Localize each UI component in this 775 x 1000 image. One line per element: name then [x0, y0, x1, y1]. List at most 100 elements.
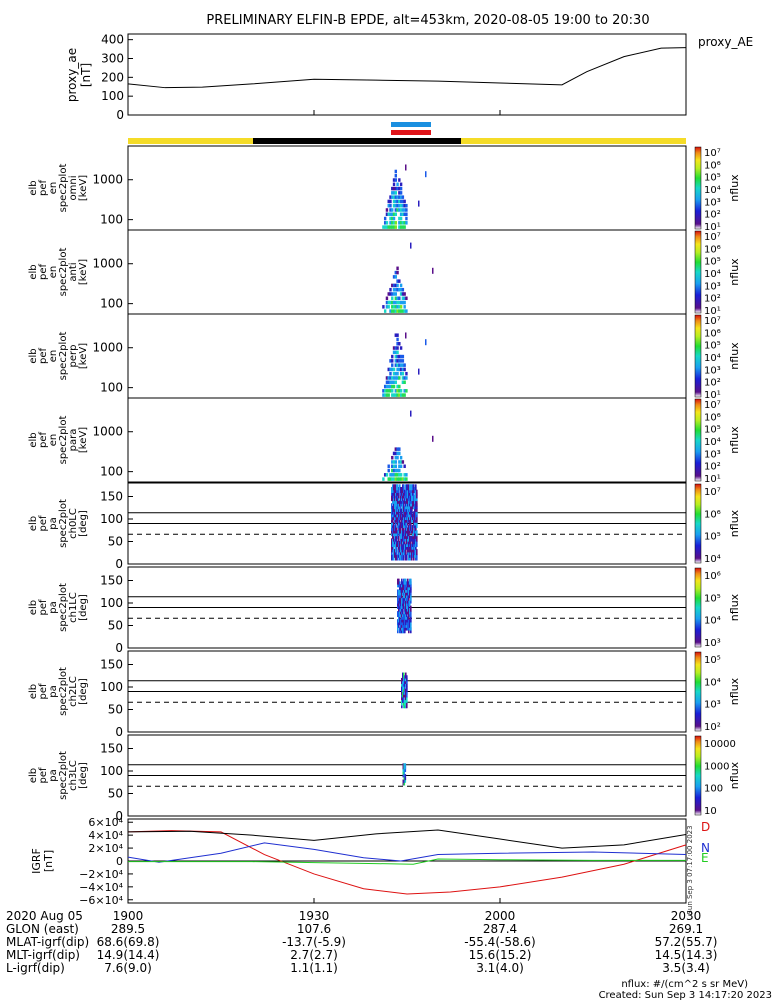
pa-pixel — [415, 503, 417, 510]
footer-row-label: GLON (east) — [6, 922, 79, 936]
ae-ylabel: proxy_ae — [65, 48, 79, 102]
pa-colorbar — [694, 483, 702, 564]
igrf-ytick-label: 4×10⁴ — [88, 829, 123, 842]
spec-ytick-label: 100 — [100, 465, 123, 479]
pa-pixel — [391, 554, 393, 561]
pa-pixel — [405, 605, 407, 612]
spec-pixel — [387, 380, 390, 385]
spec-ylabel: pef — [38, 348, 49, 365]
pa-pixel — [402, 696, 404, 703]
pa-pixel — [408, 484, 410, 491]
pa-pixel — [398, 589, 400, 596]
pa-pixel — [398, 487, 400, 493]
pa-pixel — [403, 500, 405, 507]
spec-pixel — [391, 477, 394, 481]
pa-pixel — [405, 694, 407, 701]
spec-pixel — [396, 354, 399, 359]
pa-colorbar — [694, 567, 702, 648]
spec-pixel — [396, 384, 399, 389]
pa-pixel — [413, 530, 415, 537]
spec-pixel — [401, 287, 405, 292]
spec-pixel — [385, 212, 389, 217]
footer-value: 15.6(15.2) — [469, 948, 532, 962]
spec-pixel — [396, 182, 399, 187]
pa-pixel — [391, 487, 393, 493]
pa-pixel — [406, 503, 408, 510]
spec-ylabel: elb — [28, 180, 39, 195]
spec-pixel — [394, 455, 397, 460]
pa-pixel — [399, 581, 401, 588]
spec-pixel — [391, 468, 394, 473]
spec-pixel — [405, 208, 408, 212]
spec-pixel — [399, 309, 403, 313]
pa-pixel — [409, 619, 411, 626]
spec-pixel — [394, 287, 397, 292]
pa-ylabel: pef — [38, 599, 49, 616]
spec-pixel — [403, 393, 406, 397]
pa-pixel — [399, 505, 401, 512]
spec-pixel — [389, 212, 392, 217]
pa-ytick-label: 50 — [108, 787, 123, 801]
pa-pixel — [416, 530, 418, 537]
pa-pixel — [395, 527, 397, 534]
spec-pixel — [391, 195, 394, 199]
spec-cbar-tick-label: 10² — [704, 210, 721, 221]
spec-pixel — [396, 270, 399, 275]
pa-pixel — [410, 535, 412, 542]
spec-pixel — [401, 300, 405, 305]
spec-cbar-label: nflux — [728, 258, 741, 286]
spec-pixel — [401, 367, 405, 372]
spec-pixel — [392, 346, 396, 350]
pa-pixel — [405, 500, 407, 507]
pa-pixel — [414, 511, 416, 518]
spec-pixel — [399, 212, 403, 217]
pa-pixel — [393, 484, 395, 491]
spec-colorbar — [694, 314, 702, 398]
igrf-legend-N: N — [701, 841, 710, 855]
footer-value: 14.9(14.4) — [97, 948, 160, 962]
pa-pixel — [400, 527, 402, 534]
spec-pixel — [398, 225, 401, 229]
spec-pixel — [398, 473, 401, 477]
spec-pixel — [405, 376, 408, 380]
spec-pixel — [405, 212, 408, 217]
pa-pixel — [396, 527, 398, 534]
pa-pixel — [394, 484, 396, 491]
spec-pixel — [398, 296, 401, 301]
pa-pixel — [403, 602, 405, 609]
spec-pixel — [392, 283, 396, 288]
spec-pixel — [399, 195, 403, 199]
igrf-ytick-label: 6×10⁴ — [88, 816, 123, 829]
pa-pixel — [402, 597, 404, 604]
spec-pixel — [398, 221, 401, 225]
pa-ylabel: elb — [28, 516, 39, 531]
spec-pixel — [394, 464, 397, 469]
pa-pixel — [411, 535, 413, 542]
pa-ylabel: pa — [48, 769, 59, 781]
spec-pixel — [387, 477, 390, 481]
spec-pixel — [389, 225, 392, 229]
pa-ylabel: ch1LC — [68, 592, 79, 623]
igrf-side-text: Sun Sep 3 07:17:00 2023 — [686, 825, 694, 914]
pa-pixel — [403, 492, 405, 499]
spec-pixel — [382, 389, 385, 393]
pa-pixel — [394, 500, 396, 507]
spec-pixel — [398, 216, 401, 221]
spec-cbar-tick-label: 10¹ — [704, 222, 721, 233]
pa-ylabel: pef — [38, 767, 49, 784]
spec-pixel — [394, 460, 397, 464]
spec-ytick-label: 1000 — [92, 257, 123, 271]
pa-pixel — [409, 608, 411, 615]
pa-pixel — [414, 532, 416, 539]
pa-pixel — [414, 495, 416, 502]
pa-pixel — [405, 688, 407, 695]
spec-pixel — [403, 203, 406, 208]
spec-pixel — [398, 287, 401, 292]
pa-pixel — [395, 535, 397, 542]
spec-pixel — [391, 216, 394, 221]
spec-pixel — [394, 354, 397, 359]
pa-pixel — [396, 484, 398, 491]
spec-ylabel: [keV] — [78, 175, 89, 201]
footer-value: 7.6(9.0) — [104, 961, 152, 975]
spec-cbar-tick-label: 10⁴ — [704, 353, 721, 364]
